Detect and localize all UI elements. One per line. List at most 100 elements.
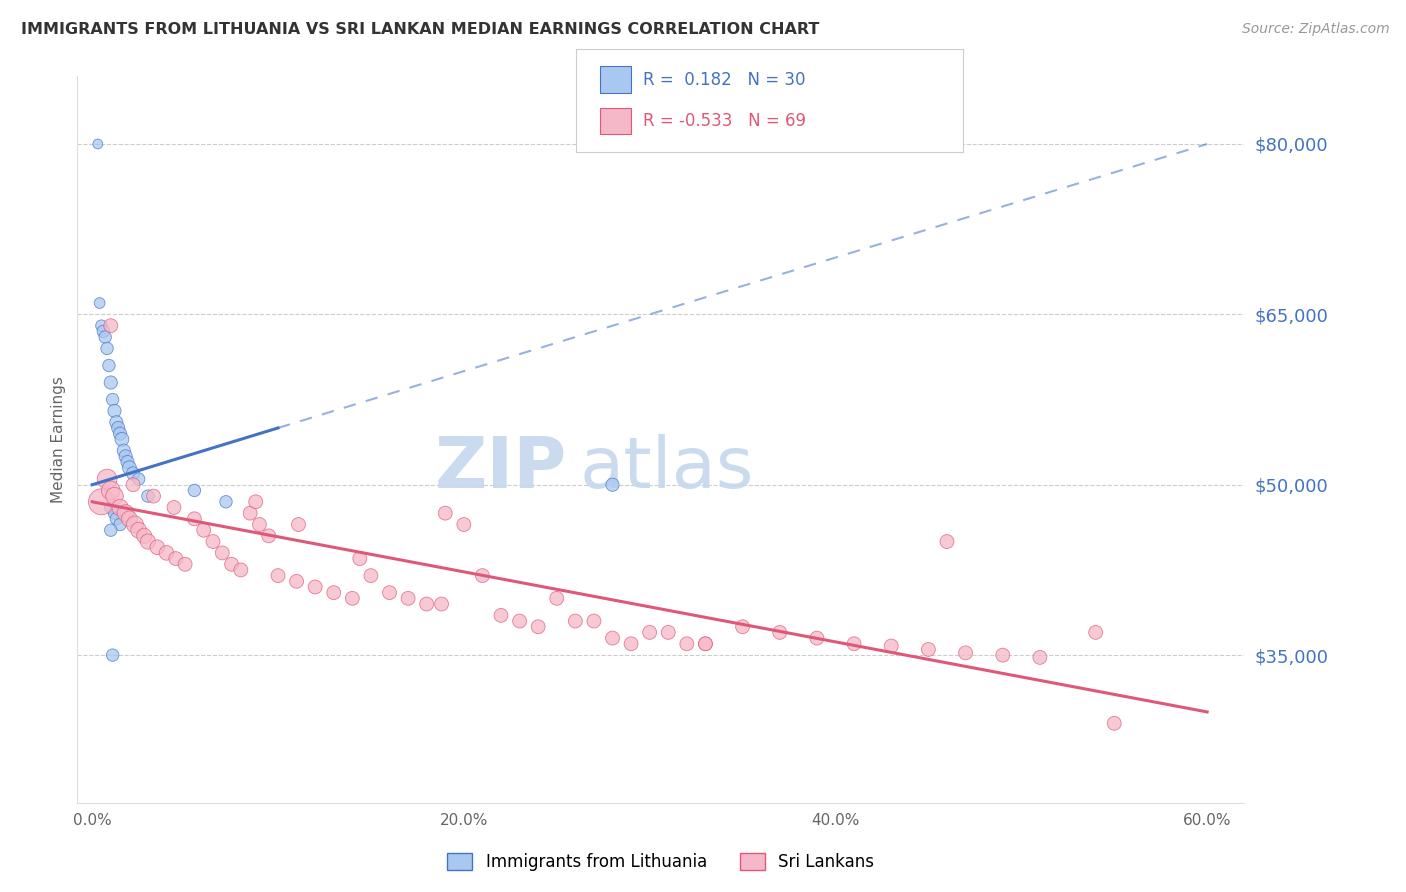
Point — [122, 467, 145, 481]
Point — [87, 136, 110, 151]
Point — [101, 392, 124, 407]
Point — [267, 568, 290, 582]
Point — [122, 477, 145, 491]
Point — [108, 500, 131, 515]
Point — [100, 376, 122, 390]
Point — [103, 506, 125, 520]
Point — [430, 597, 453, 611]
Point — [249, 517, 271, 532]
Point — [124, 517, 146, 532]
Point — [117, 455, 139, 469]
Point — [128, 523, 150, 537]
Point — [90, 495, 112, 509]
Point — [489, 608, 512, 623]
Point — [105, 512, 128, 526]
Point — [211, 546, 233, 560]
Text: ZIP: ZIP — [436, 434, 568, 503]
Point — [94, 330, 117, 344]
Point — [434, 506, 457, 520]
Point — [201, 534, 224, 549]
Point — [620, 637, 643, 651]
Point — [453, 517, 475, 532]
Point — [991, 648, 1014, 662]
Point — [114, 506, 136, 520]
Point — [183, 483, 205, 498]
Point — [107, 421, 129, 435]
Point — [1084, 625, 1107, 640]
Point — [90, 318, 112, 333]
Text: atlas: atlas — [579, 434, 754, 503]
Point — [546, 591, 568, 606]
Point — [917, 642, 939, 657]
Point — [97, 359, 120, 373]
Point — [118, 460, 141, 475]
Point — [731, 620, 754, 634]
Point — [396, 591, 419, 606]
Point — [193, 523, 215, 537]
Point — [880, 639, 903, 653]
Point — [239, 506, 262, 520]
Point — [638, 625, 661, 640]
Point — [695, 637, 717, 651]
Point — [806, 631, 828, 645]
Point — [101, 648, 124, 662]
Point — [349, 551, 371, 566]
Point — [100, 523, 122, 537]
Point — [602, 477, 624, 491]
Point — [128, 472, 150, 486]
Text: R =  0.182   N = 30: R = 0.182 N = 30 — [643, 70, 806, 88]
Point — [842, 637, 865, 651]
Point — [360, 568, 382, 582]
Point — [322, 585, 344, 599]
Point — [509, 614, 531, 628]
Point — [96, 342, 118, 356]
Point — [229, 563, 252, 577]
Point — [93, 325, 115, 339]
Point — [100, 318, 122, 333]
Point — [118, 512, 141, 526]
Point — [103, 404, 125, 418]
Text: Source: ZipAtlas.com: Source: ZipAtlas.com — [1241, 22, 1389, 37]
Point — [142, 489, 165, 503]
Text: IMMIGRANTS FROM LITHUANIA VS SRI LANKAN MEDIAN EARNINGS CORRELATION CHART: IMMIGRANTS FROM LITHUANIA VS SRI LANKAN … — [21, 22, 820, 37]
Point — [146, 540, 169, 554]
Point — [378, 585, 401, 599]
Point — [582, 614, 605, 628]
Point — [134, 529, 156, 543]
Point — [114, 450, 136, 464]
Point — [103, 489, 125, 503]
Point — [769, 625, 792, 640]
Point — [245, 495, 267, 509]
Point — [695, 637, 717, 651]
Point — [342, 591, 364, 606]
Point — [471, 568, 494, 582]
Point — [676, 637, 699, 651]
Point — [163, 500, 186, 515]
Point — [564, 614, 586, 628]
Point — [602, 631, 624, 645]
Point — [527, 620, 550, 634]
Point — [287, 517, 309, 532]
Point — [136, 489, 159, 503]
Point — [257, 529, 280, 543]
Text: R = -0.533   N = 69: R = -0.533 N = 69 — [643, 112, 806, 130]
Point — [657, 625, 679, 640]
Point — [174, 558, 197, 572]
Point — [108, 426, 131, 441]
Point — [136, 534, 159, 549]
Point — [936, 534, 959, 549]
Point — [221, 558, 243, 572]
Point — [183, 512, 205, 526]
Point — [215, 495, 238, 509]
Point — [415, 597, 437, 611]
Point — [108, 517, 131, 532]
Point — [304, 580, 326, 594]
Y-axis label: Median Earnings: Median Earnings — [51, 376, 66, 503]
Point — [100, 483, 122, 498]
Point — [105, 415, 128, 429]
Point — [89, 296, 111, 310]
Point — [955, 646, 977, 660]
Point — [155, 546, 177, 560]
Point — [111, 432, 134, 446]
Point — [1102, 716, 1125, 731]
